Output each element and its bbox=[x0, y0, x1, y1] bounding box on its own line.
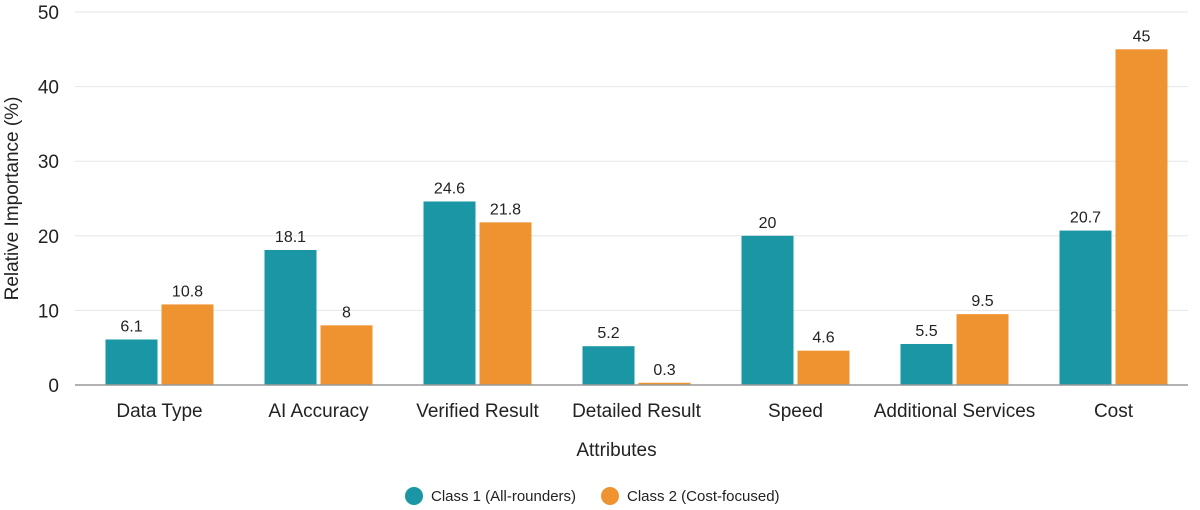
x-tick-label: Cost bbox=[1094, 401, 1134, 422]
x-axis-title: Attributes bbox=[576, 440, 656, 461]
data-label: 10.8 bbox=[172, 283, 203, 300]
data-label: 18.1 bbox=[275, 229, 306, 246]
bar bbox=[1059, 230, 1112, 385]
bar bbox=[956, 314, 1009, 385]
x-axis-categories: Data Type AI Accuracy Verified Result Detai… bbox=[116, 401, 1133, 422]
bar bbox=[264, 249, 317, 385]
data-label: 20 bbox=[759, 215, 777, 232]
y-tick-label: 40 bbox=[38, 78, 59, 99]
grid-lines bbox=[75, 11, 1188, 311]
y-axis-ticks: 0 10 20 30 40 50 bbox=[38, 3, 59, 397]
data-label: 45 bbox=[1133, 28, 1151, 45]
y-tick-label: 0 bbox=[48, 376, 59, 397]
legend: Class 1 (All-rounders) Class 2 (Cost-focu… bbox=[405, 487, 780, 505]
y-tick-label: 30 bbox=[38, 152, 59, 173]
legend-label: Class 2 (Cost-focused) bbox=[627, 488, 780, 505]
data-label: 6.1 bbox=[120, 318, 142, 335]
legend-item: Class 2 (Cost-focused) bbox=[601, 487, 780, 505]
x-tick-label: Detailed Result bbox=[572, 401, 702, 422]
y-tick-label: 10 bbox=[38, 301, 59, 322]
x-tick-label: Speed bbox=[768, 401, 823, 422]
data-label: 9.5 bbox=[971, 293, 993, 310]
data-label: 4.6 bbox=[812, 330, 834, 347]
data-label: 5.5 bbox=[915, 323, 937, 340]
bar bbox=[320, 325, 373, 385]
bar bbox=[1115, 49, 1168, 386]
x-tick-label: Data Type bbox=[116, 401, 202, 422]
legend-label: Class 1 (All-rounders) bbox=[431, 488, 576, 505]
data-label: 21.8 bbox=[490, 201, 521, 218]
bar bbox=[582, 346, 635, 385]
legend-item: Class 1 (All-rounders) bbox=[405, 487, 576, 505]
data-label: 24.6 bbox=[434, 180, 465, 197]
y-tick-label: 20 bbox=[38, 227, 59, 248]
bar bbox=[479, 222, 532, 385]
legend-swatch bbox=[405, 487, 423, 505]
x-tick-label: Verified Result bbox=[416, 401, 539, 422]
bar bbox=[741, 235, 794, 385]
data-label: 20.7 bbox=[1070, 210, 1101, 227]
bars bbox=[105, 49, 1168, 386]
bar bbox=[105, 339, 158, 385]
bar bbox=[900, 343, 953, 385]
data-label: 5.2 bbox=[597, 325, 619, 342]
data-labels: 6.1 10.8 18.1 8 24.6 21.8 5.2 0.3 20 4.6 5.5 9.5 20.… bbox=[120, 28, 1150, 378]
x-tick-label: Additional Services bbox=[874, 401, 1036, 422]
y-tick-label: 50 bbox=[38, 3, 59, 24]
data-label: 0.3 bbox=[653, 362, 675, 379]
bar bbox=[423, 201, 476, 385]
x-tick-label: AI Accuracy bbox=[268, 401, 369, 422]
bar bbox=[638, 382, 691, 385]
legend-swatch bbox=[601, 487, 619, 505]
y-axis-title: Relative Importance (%) bbox=[2, 97, 23, 301]
bar bbox=[797, 350, 850, 385]
data-label: 8 bbox=[342, 304, 351, 321]
bar bbox=[161, 304, 214, 385]
